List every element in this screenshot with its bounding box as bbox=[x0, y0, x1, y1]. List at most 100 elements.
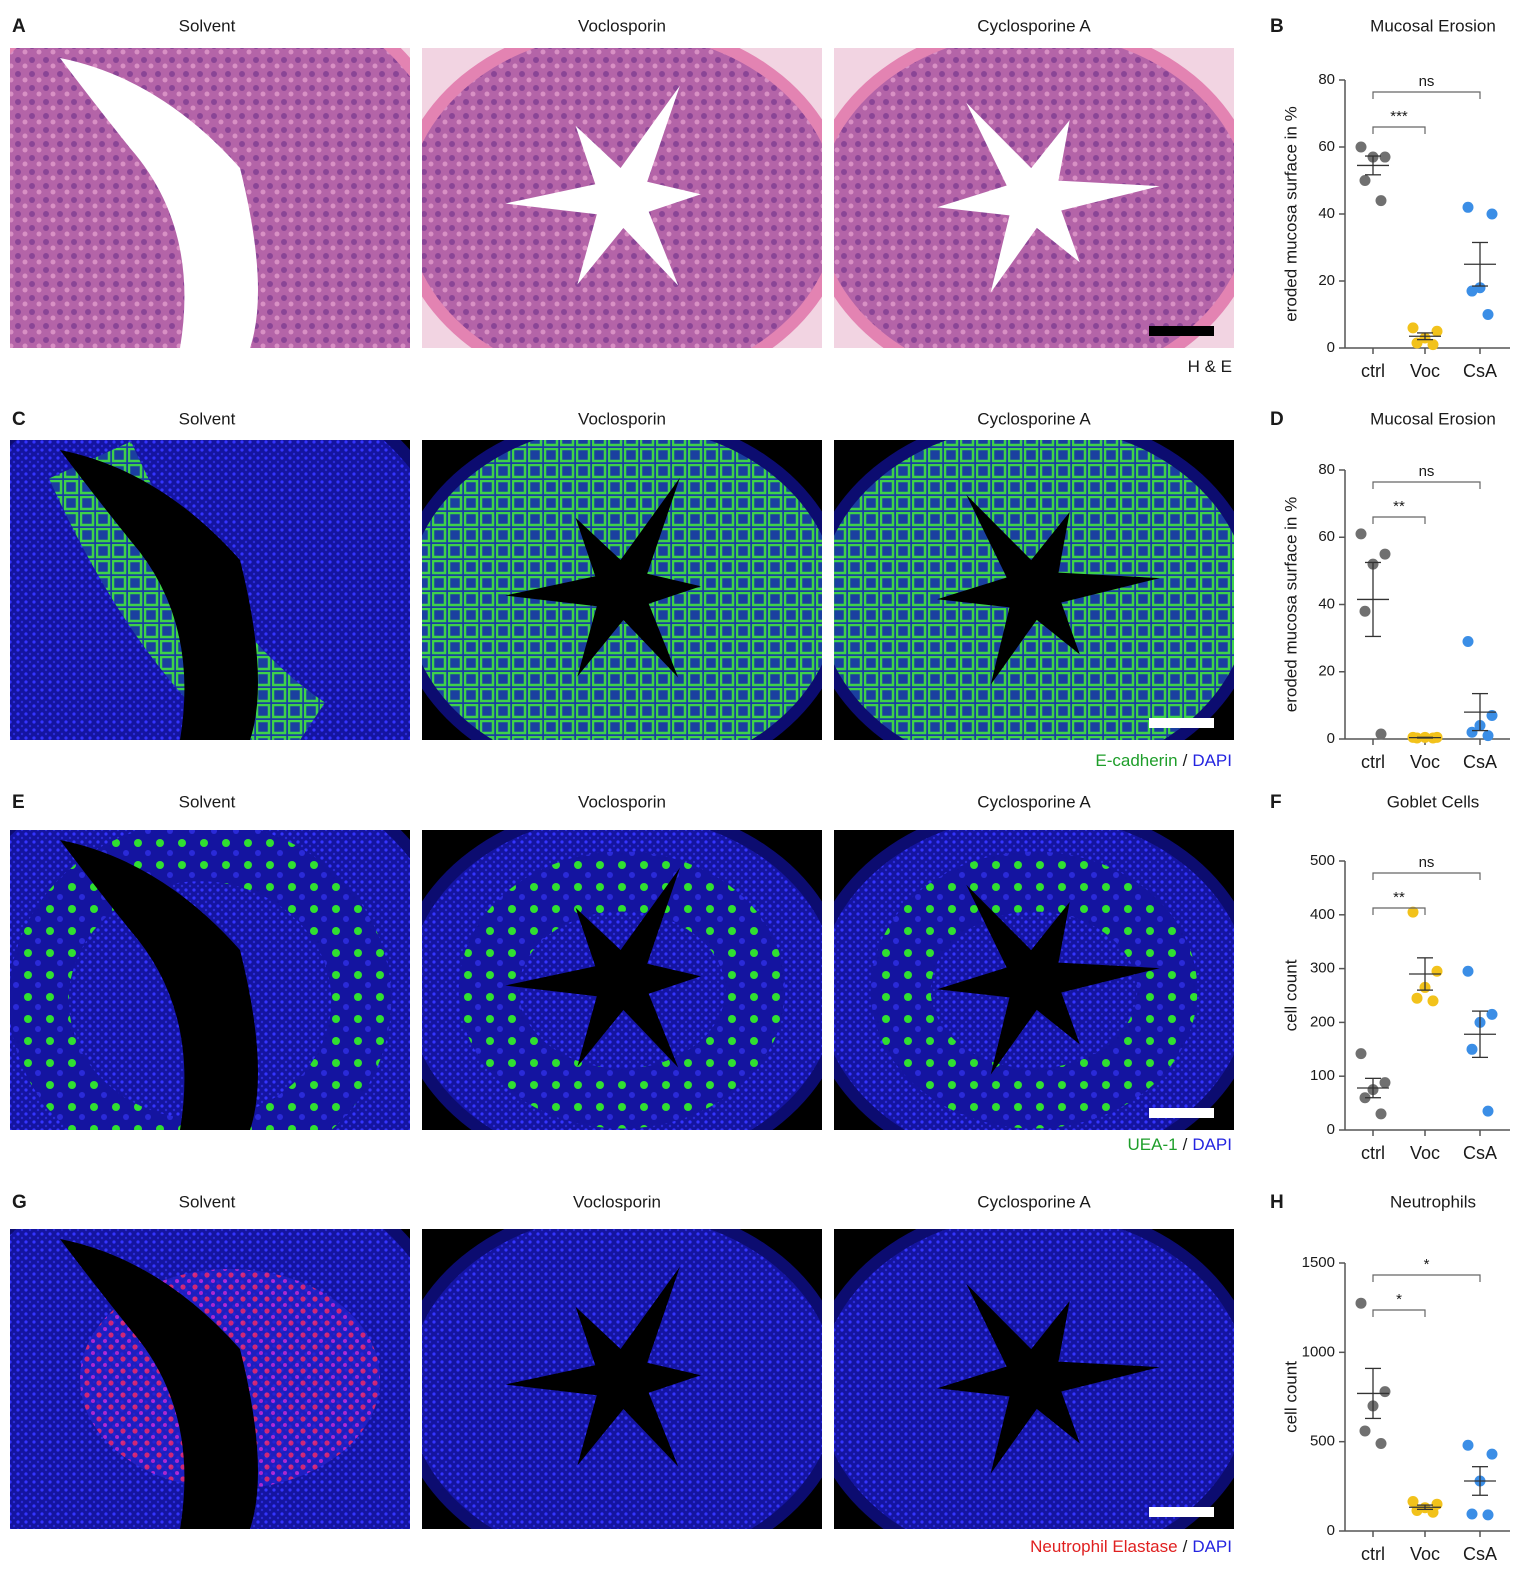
image-title: Cyclosporine A bbox=[977, 16, 1091, 35]
data-point bbox=[1407, 322, 1419, 334]
data-point bbox=[1375, 1108, 1387, 1120]
data-point bbox=[1355, 141, 1367, 153]
panel-letter: B bbox=[1270, 16, 1284, 37]
y-axis-label: cell count bbox=[1281, 1361, 1300, 1433]
significance-bracket bbox=[1372, 516, 1426, 524]
data-point bbox=[1466, 726, 1478, 738]
data-point bbox=[1482, 1105, 1494, 1117]
data-point bbox=[1466, 285, 1478, 297]
micrograph bbox=[834, 440, 1234, 740]
image-title: Voclosporin bbox=[573, 1192, 661, 1211]
image-title: Cyclosporine A bbox=[977, 1192, 1091, 1211]
data-point bbox=[1462, 1439, 1474, 1451]
data-point bbox=[1375, 728, 1387, 740]
data-point bbox=[1379, 1077, 1391, 1089]
y-tick-label: 500 bbox=[1310, 852, 1335, 869]
y-tick-label: 20 bbox=[1318, 663, 1335, 680]
y-tick-label: 0 bbox=[1327, 1121, 1335, 1138]
data-point bbox=[1411, 992, 1423, 1004]
significance-label: * bbox=[1396, 1291, 1402, 1308]
micrograph bbox=[422, 440, 822, 740]
y-tick-label: 400 bbox=[1310, 906, 1335, 923]
data-point bbox=[1486, 1448, 1498, 1460]
data-point bbox=[1462, 635, 1474, 647]
lumen bbox=[937, 884, 1160, 1075]
image-title: Solvent bbox=[179, 409, 236, 428]
significance-label: ** bbox=[1393, 889, 1405, 906]
y-tick-label: 0 bbox=[1327, 1522, 1335, 1539]
stain-part: UEA-1 bbox=[1128, 1135, 1178, 1154]
y-tick-label: 500 bbox=[1310, 1433, 1335, 1450]
significance-label: ** bbox=[1393, 498, 1405, 515]
stain-part: / bbox=[1183, 1135, 1188, 1154]
data-point bbox=[1482, 730, 1494, 742]
panel-letter: H bbox=[1270, 1192, 1284, 1213]
x-tick-label: Voc bbox=[1410, 361, 1440, 381]
data-point bbox=[1462, 965, 1474, 977]
x-tick-label: CsA bbox=[1463, 1544, 1497, 1564]
significance-bracket bbox=[1372, 872, 1481, 880]
x-tick-label: ctrl bbox=[1361, 361, 1385, 381]
data-point bbox=[1462, 201, 1474, 213]
panel-letter: G bbox=[12, 1192, 27, 1213]
significance-label: ns bbox=[1419, 73, 1435, 90]
chart-title: Mucosal Erosion bbox=[1370, 16, 1496, 35]
y-axis-label: eroded mucosa surface in % bbox=[1281, 106, 1300, 321]
panel-letter: C bbox=[12, 409, 26, 430]
data-point bbox=[1431, 965, 1443, 977]
x-tick-label: ctrl bbox=[1361, 1143, 1385, 1163]
significance-label: *** bbox=[1390, 108, 1408, 125]
data-point bbox=[1431, 325, 1443, 337]
image-title: Cyclosporine A bbox=[977, 409, 1091, 428]
data-point bbox=[1355, 528, 1367, 540]
stain-part: Neutrophil Elastase bbox=[1030, 1537, 1177, 1556]
stain-part: H & E bbox=[1188, 357, 1232, 376]
data-point bbox=[1355, 1048, 1367, 1060]
lumen bbox=[937, 102, 1160, 293]
stain-label: H & E bbox=[1188, 357, 1232, 376]
x-tick-label: Voc bbox=[1410, 1143, 1440, 1163]
micrograph bbox=[10, 48, 410, 348]
y-tick-label: 0 bbox=[1327, 730, 1335, 747]
panel-letter: E bbox=[12, 792, 25, 813]
micrograph bbox=[834, 830, 1234, 1130]
micrograph bbox=[10, 1229, 410, 1529]
y-tick-label: 60 bbox=[1318, 138, 1335, 155]
chart-title: Goblet Cells bbox=[1387, 792, 1480, 811]
y-tick-label: 300 bbox=[1310, 960, 1335, 977]
data-point bbox=[1427, 995, 1439, 1007]
lumen bbox=[505, 867, 701, 1068]
x-tick-label: CsA bbox=[1463, 752, 1497, 772]
data-point bbox=[1427, 339, 1439, 351]
scale-bar bbox=[1149, 326, 1214, 336]
scale-bar bbox=[1149, 1108, 1214, 1118]
stain-part: DAPI bbox=[1192, 751, 1232, 770]
image-title: Voclosporin bbox=[578, 16, 666, 35]
stain-part: DAPI bbox=[1192, 1537, 1232, 1556]
data-point bbox=[1482, 309, 1494, 320]
stain-label: Neutrophil Elastase / DAPI bbox=[1030, 1537, 1232, 1556]
stain-label: E-cadherin / DAPI bbox=[1095, 751, 1232, 770]
data-point bbox=[1379, 1386, 1391, 1398]
data-point bbox=[1375, 1437, 1387, 1449]
goblet-ring bbox=[458, 851, 786, 1129]
lumen bbox=[60, 840, 258, 1130]
y-tick-label: 0 bbox=[1327, 339, 1335, 356]
micrograph bbox=[10, 830, 410, 1130]
significance-bracket bbox=[1372, 481, 1481, 489]
data-point bbox=[1482, 1509, 1494, 1521]
lumen bbox=[937, 1283, 1160, 1474]
panel-letter: D bbox=[1270, 409, 1284, 430]
y-tick-label: 40 bbox=[1318, 205, 1335, 222]
data-point bbox=[1486, 208, 1498, 220]
data-point bbox=[1407, 1496, 1419, 1508]
data-point bbox=[1359, 1425, 1371, 1437]
data-point bbox=[1375, 195, 1387, 207]
x-tick-label: ctrl bbox=[1361, 752, 1385, 772]
data-point bbox=[1466, 1508, 1478, 1520]
y-tick-label: 20 bbox=[1318, 272, 1335, 289]
goblet-ring bbox=[10, 830, 392, 1130]
significance-label: ns bbox=[1419, 854, 1435, 871]
micrograph bbox=[422, 1229, 822, 1529]
